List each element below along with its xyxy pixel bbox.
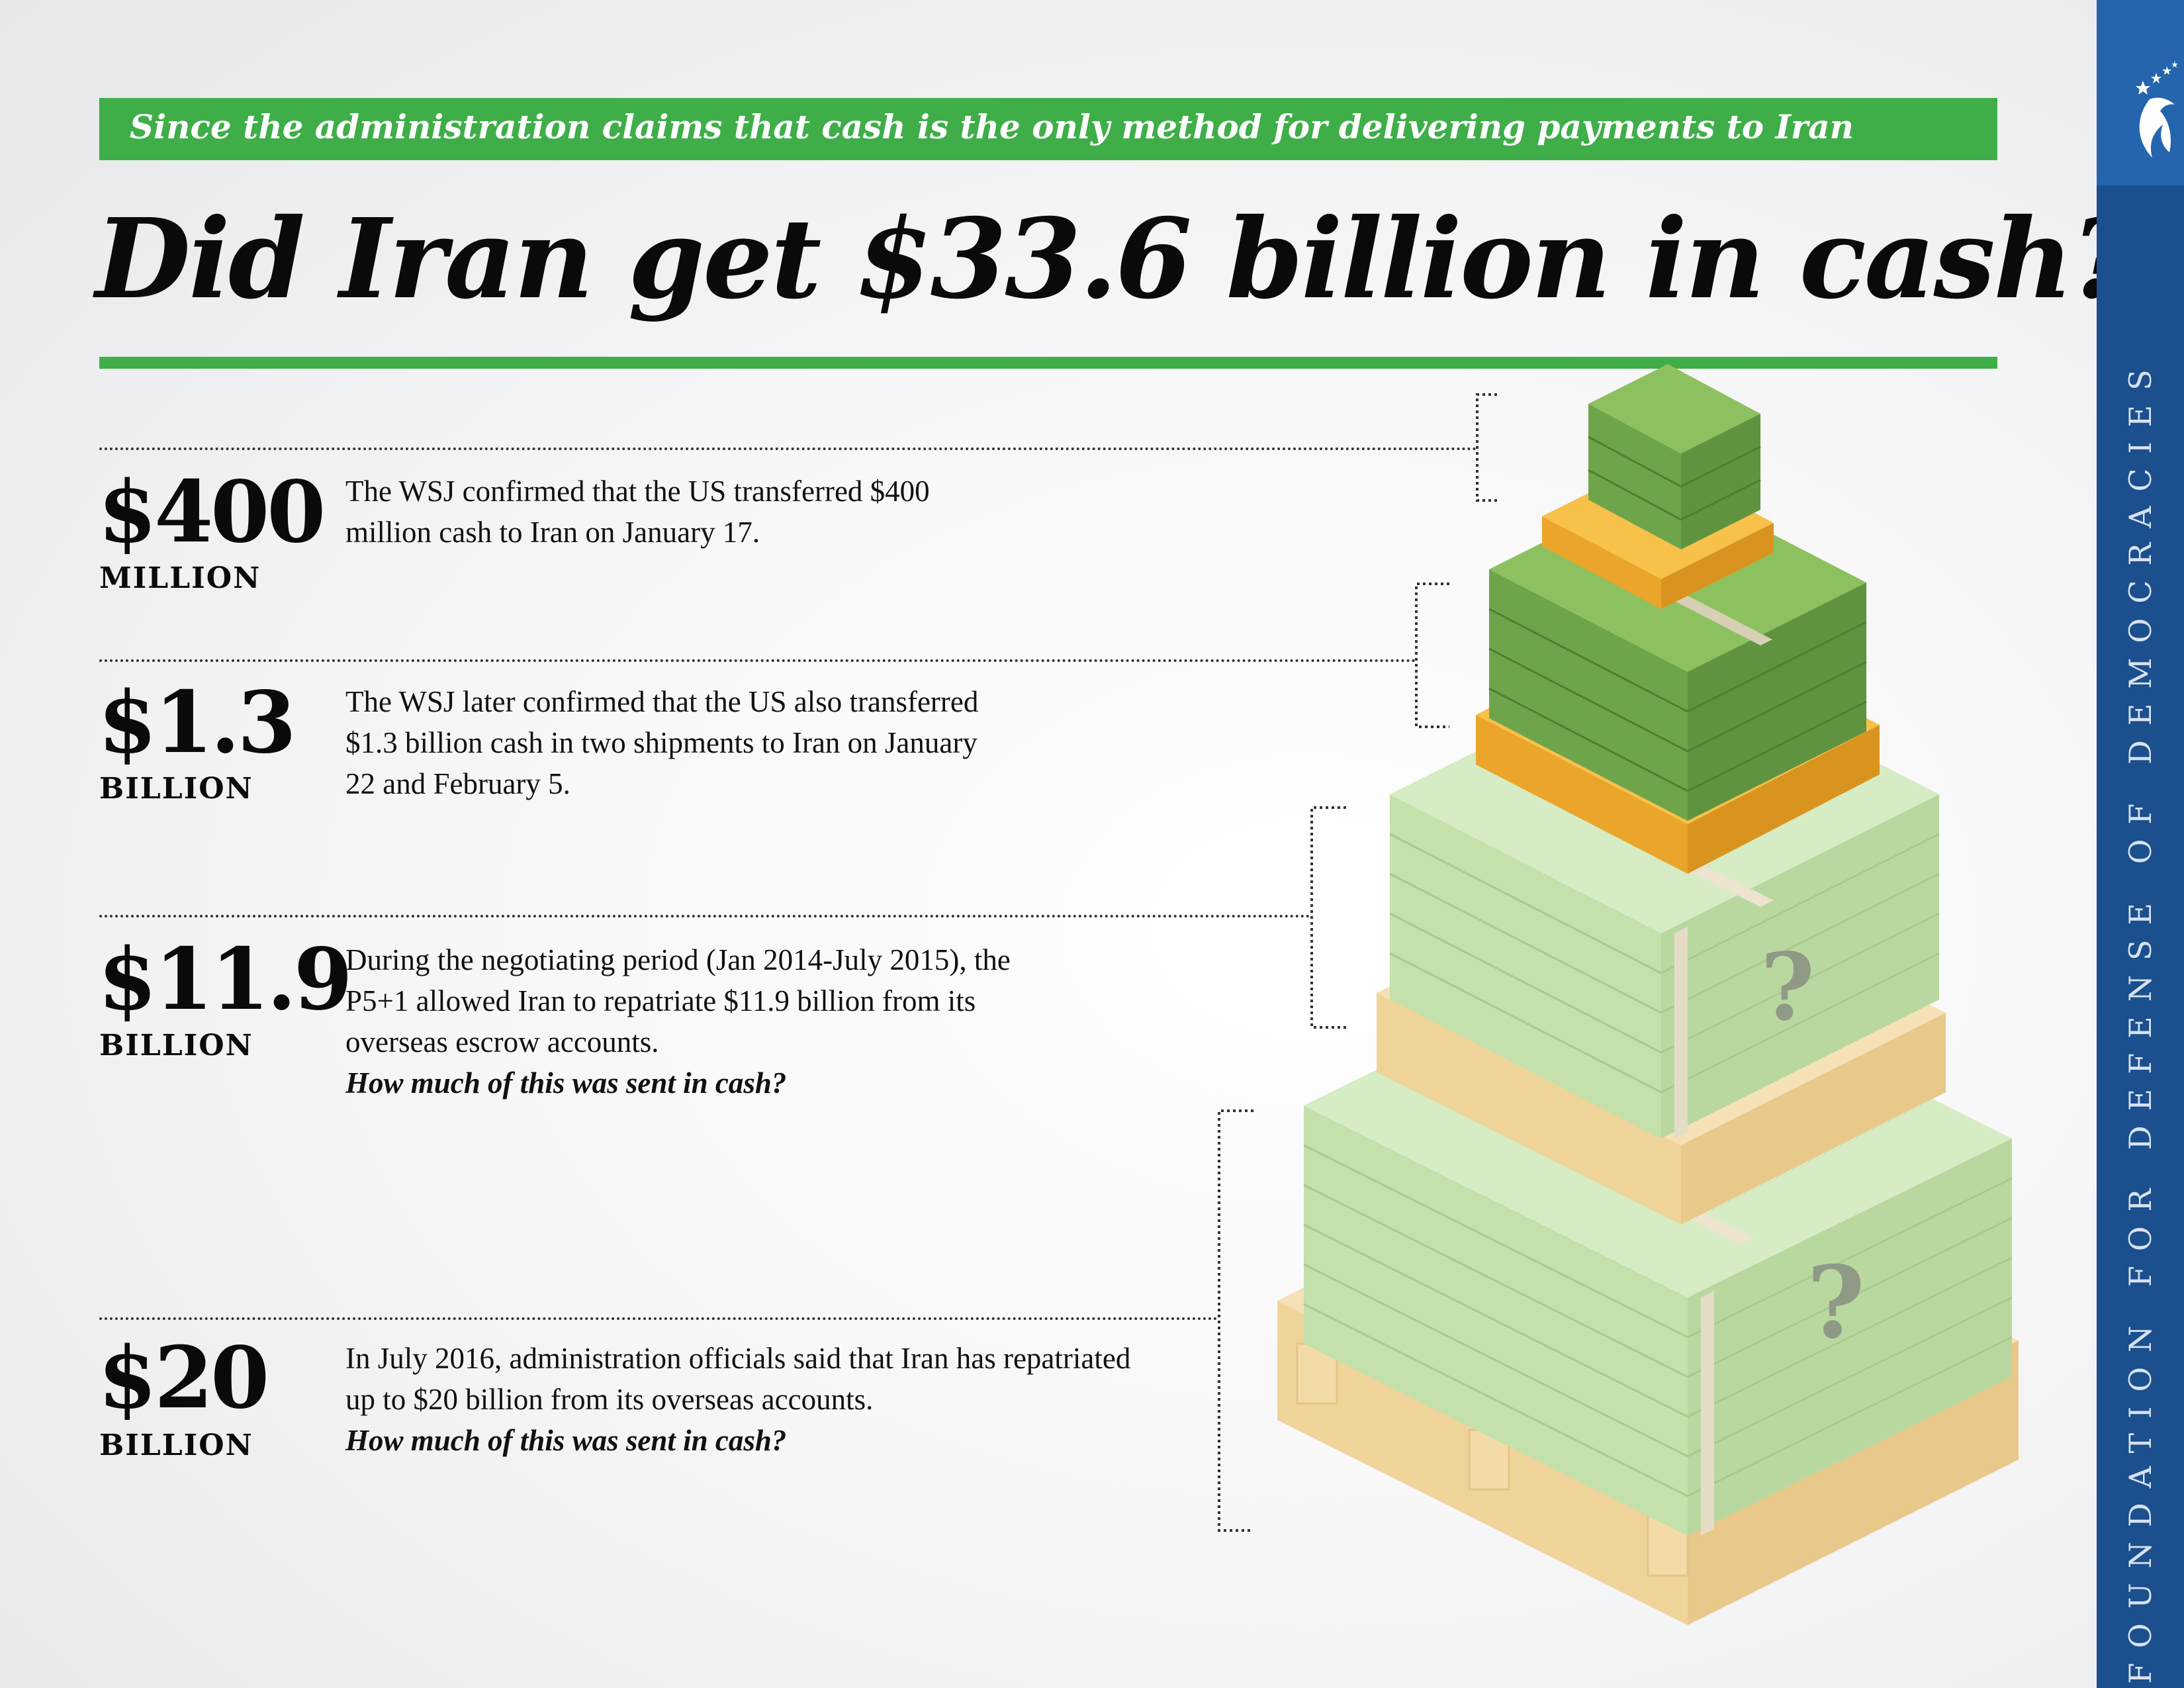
unit-20b: BILLION bbox=[99, 1429, 253, 1462]
question-mark-11-9b: ? bbox=[1760, 933, 1815, 1042]
top-banner: Since the administration claims that cas… bbox=[99, 98, 1997, 160]
headline: Did Iran get $33.6 billion in cash? bbox=[95, 195, 2136, 324]
logo-tab bbox=[2097, 0, 2184, 185]
desc-11-9b: During the negotiating period (Jan 2014-… bbox=[345, 939, 1060, 1103]
amount-11-9b: $11.9 bbox=[98, 930, 353, 1029]
desc-400m: The WSJ confirmed that the US transferre… bbox=[345, 471, 1007, 553]
amount-20b: $20 bbox=[98, 1329, 269, 1428]
amount-400m: $400 bbox=[98, 463, 326, 562]
connector-line-20b bbox=[99, 1317, 1218, 1320]
unit-11-9b: BILLION bbox=[99, 1029, 253, 1062]
desc-1-3b: The WSJ later confirmed that the US also… bbox=[345, 681, 1007, 804]
bracket-400m bbox=[1476, 393, 1497, 502]
cash-stack-400m bbox=[1588, 364, 1761, 549]
desc-1-3b-text: The WSJ later confirmed that the US also… bbox=[345, 685, 979, 800]
amount-1-3b: $1.3 bbox=[98, 673, 296, 773]
desc-400m-text: The WSJ confirmed that the US transferre… bbox=[345, 475, 930, 549]
question-mark-20b: ? bbox=[1807, 1244, 1865, 1361]
connector-line-11-9b bbox=[99, 915, 1310, 917]
sidebar: FOUNDATION FOR DEFENSE OF DEMOCRACIES bbox=[2097, 0, 2184, 1688]
banner-text: Since the administration claims that cas… bbox=[130, 107, 1854, 146]
connector-line-1-3b bbox=[99, 659, 1416, 662]
desc-11-9b-text: During the negotiating period (Jan 2014-… bbox=[345, 943, 1011, 1058]
fdd-flame-stars-icon bbox=[2136, 61, 2178, 158]
cash-pallets-illustration: ? ? bbox=[1277, 364, 2019, 1625]
headline-divider bbox=[99, 357, 1997, 369]
unit-400m: MILLION bbox=[99, 561, 261, 595]
bracket-20b bbox=[1218, 1109, 1253, 1532]
bracket-11-9b bbox=[1310, 806, 1346, 1029]
connector-line-400m bbox=[99, 447, 1477, 450]
bracket-1-3b bbox=[1415, 583, 1449, 728]
desc-20b-text: In July 2016, administration officials s… bbox=[345, 1342, 1131, 1416]
org-name-vertical: FOUNDATION FOR DEFENSE OF DEMOCRACIES bbox=[2122, 355, 2158, 1684]
desc-20b-question: How much of this was sent in cash? bbox=[345, 1424, 787, 1457]
desc-20b: In July 2016, administration officials s… bbox=[345, 1338, 1140, 1461]
unit-1-3b: BILLION bbox=[99, 772, 253, 806]
desc-11-9b-question: How much of this was sent in cash? bbox=[345, 1066, 787, 1100]
